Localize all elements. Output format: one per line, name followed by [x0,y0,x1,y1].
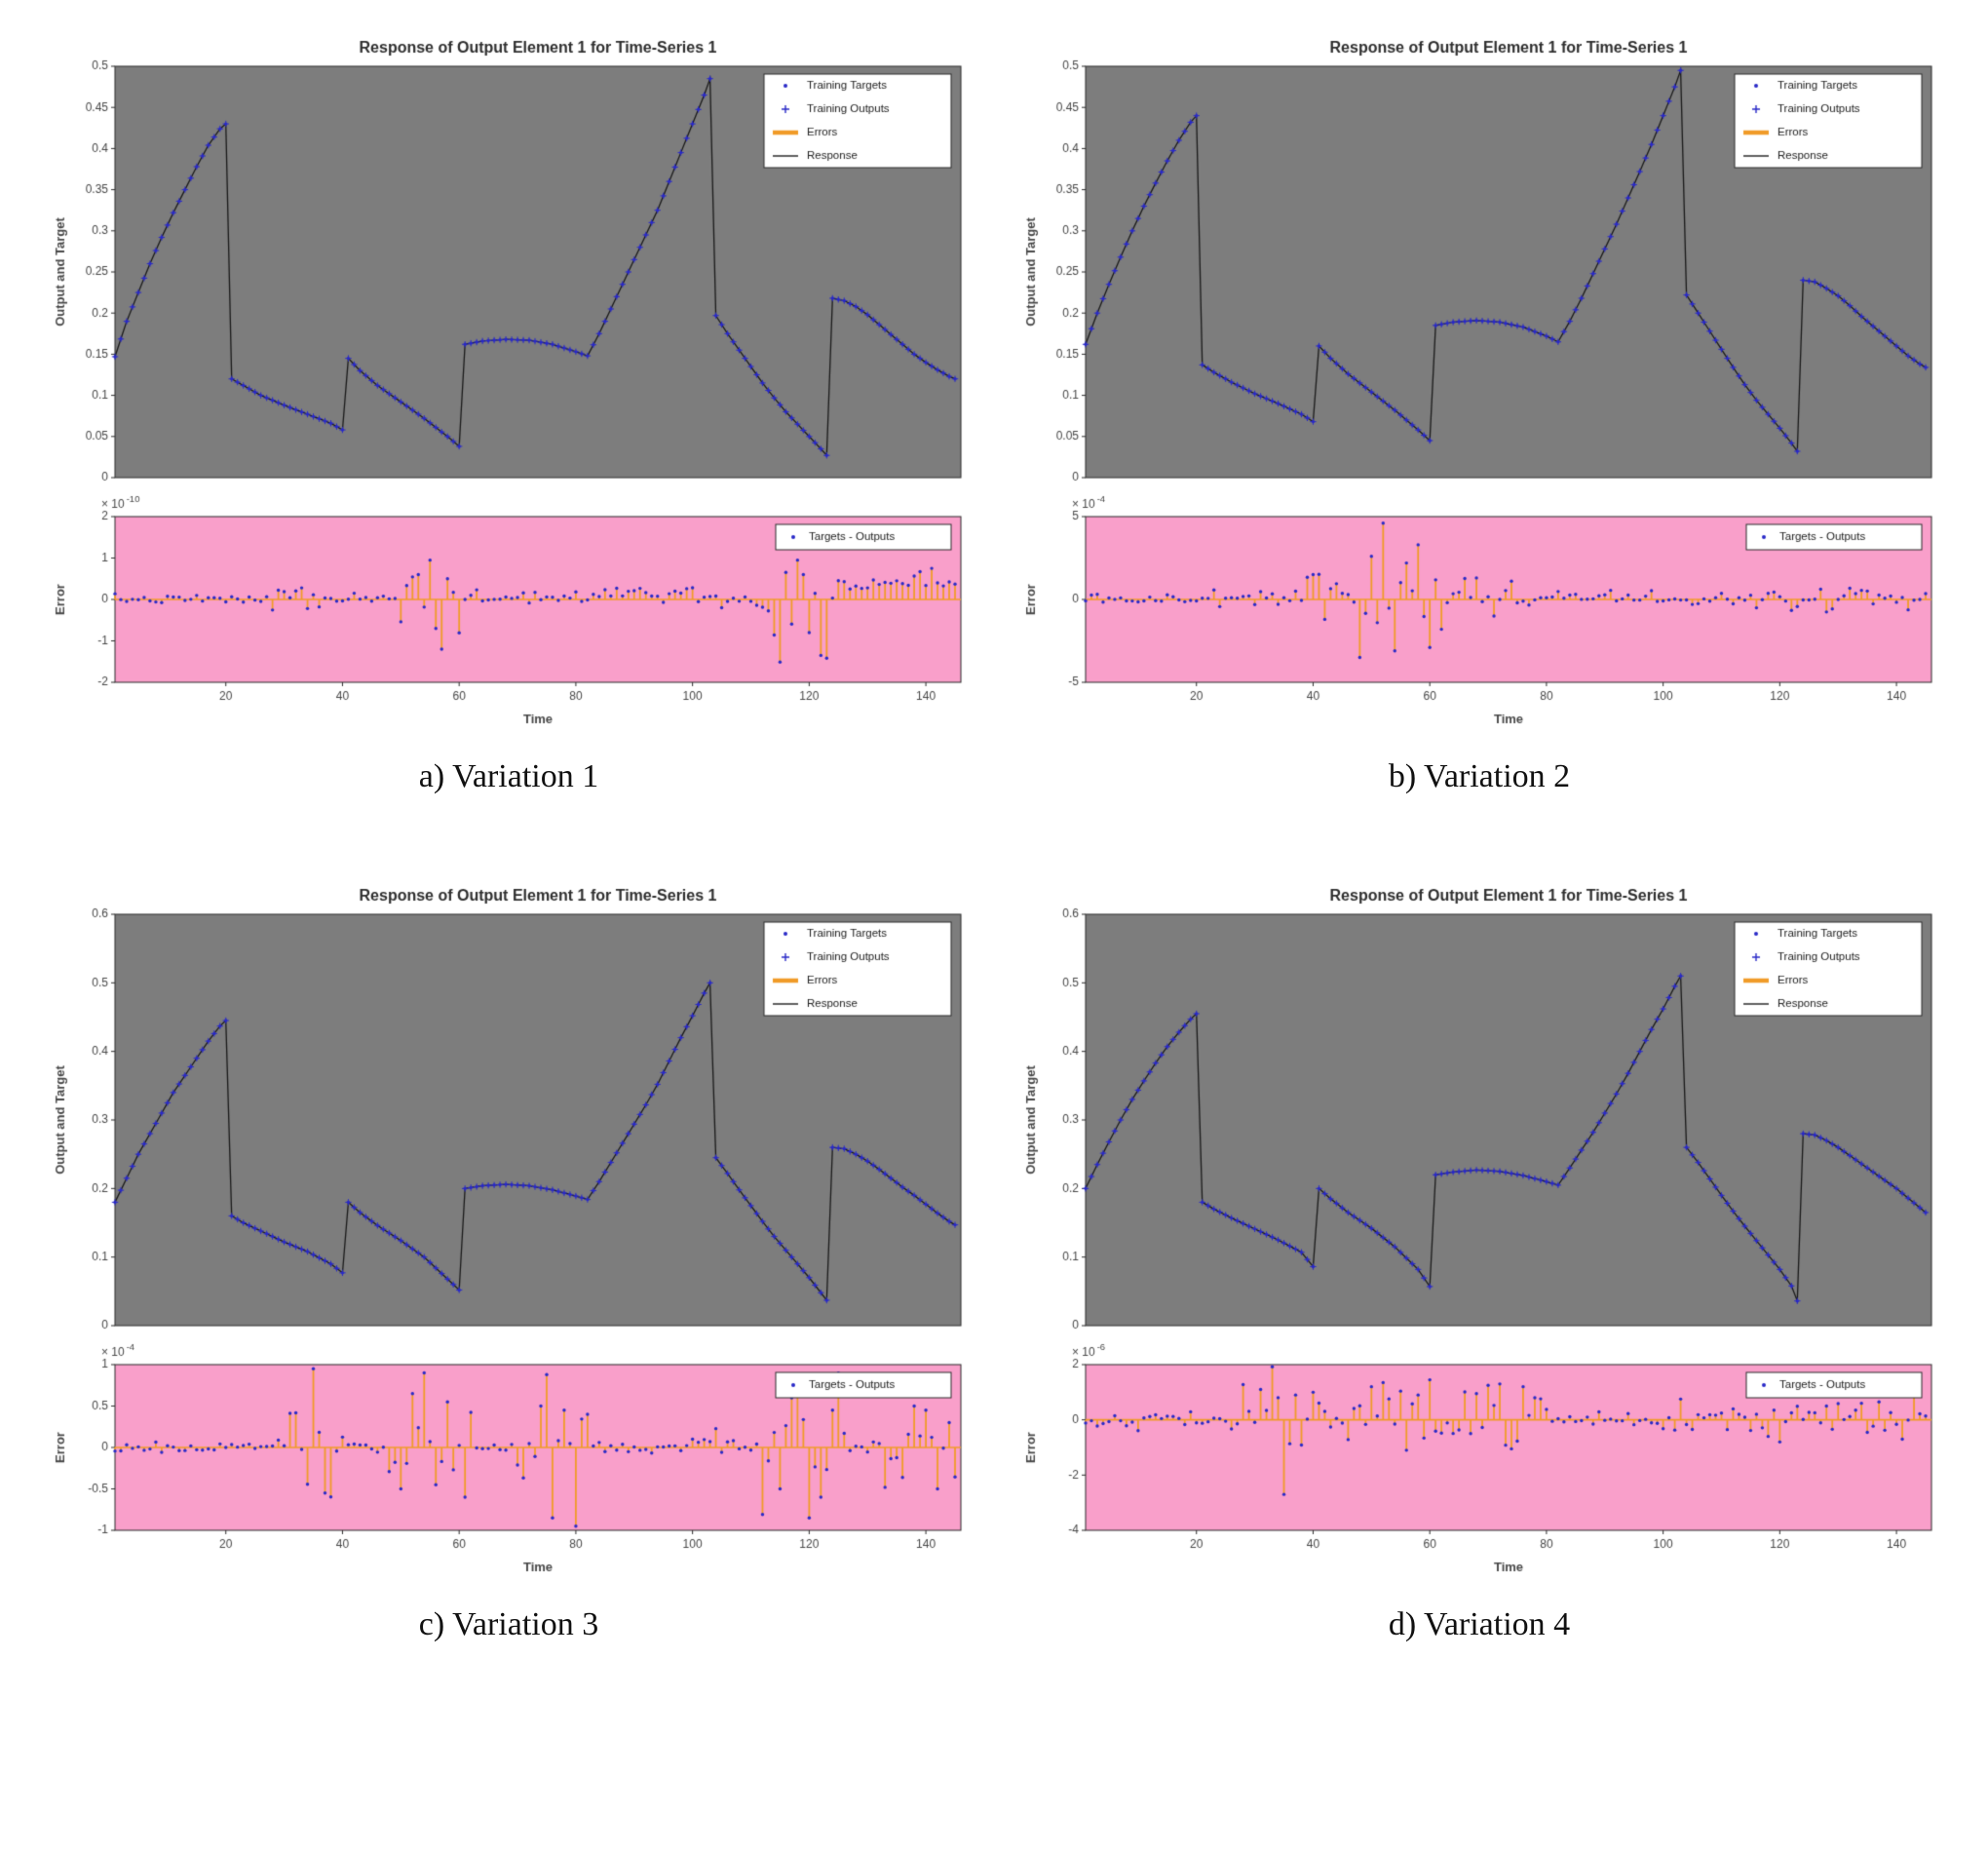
response-chart-canvas [41,877,976,1335]
response-panel-b: b) Variation 2 [1012,29,1947,795]
error-chart-canvas [1012,1335,1947,1587]
response-chart-canvas [1012,877,1947,1335]
error-chart-canvas [41,1335,976,1587]
figure-grid: a) Variation 1 b) Variation 2 c) Variati… [41,29,1947,1643]
response-chart-canvas [1012,29,1947,487]
response-panel-a: a) Variation 1 [41,29,976,795]
error-chart-canvas [41,487,976,739]
response-chart-canvas [41,29,976,487]
panel-caption: b) Variation 2 [1388,758,1571,794]
response-panel-c: c) Variation 3 [41,877,976,1643]
response-panel-d: d) Variation 4 [1012,877,1947,1643]
figure-page: a) Variation 1 b) Variation 2 c) Variati… [41,29,1947,1643]
error-chart-canvas [1012,487,1947,739]
panel-caption: d) Variation 4 [1388,1606,1571,1642]
panel-caption: c) Variation 3 [418,1606,599,1642]
panel-caption: a) Variation 1 [418,758,599,794]
